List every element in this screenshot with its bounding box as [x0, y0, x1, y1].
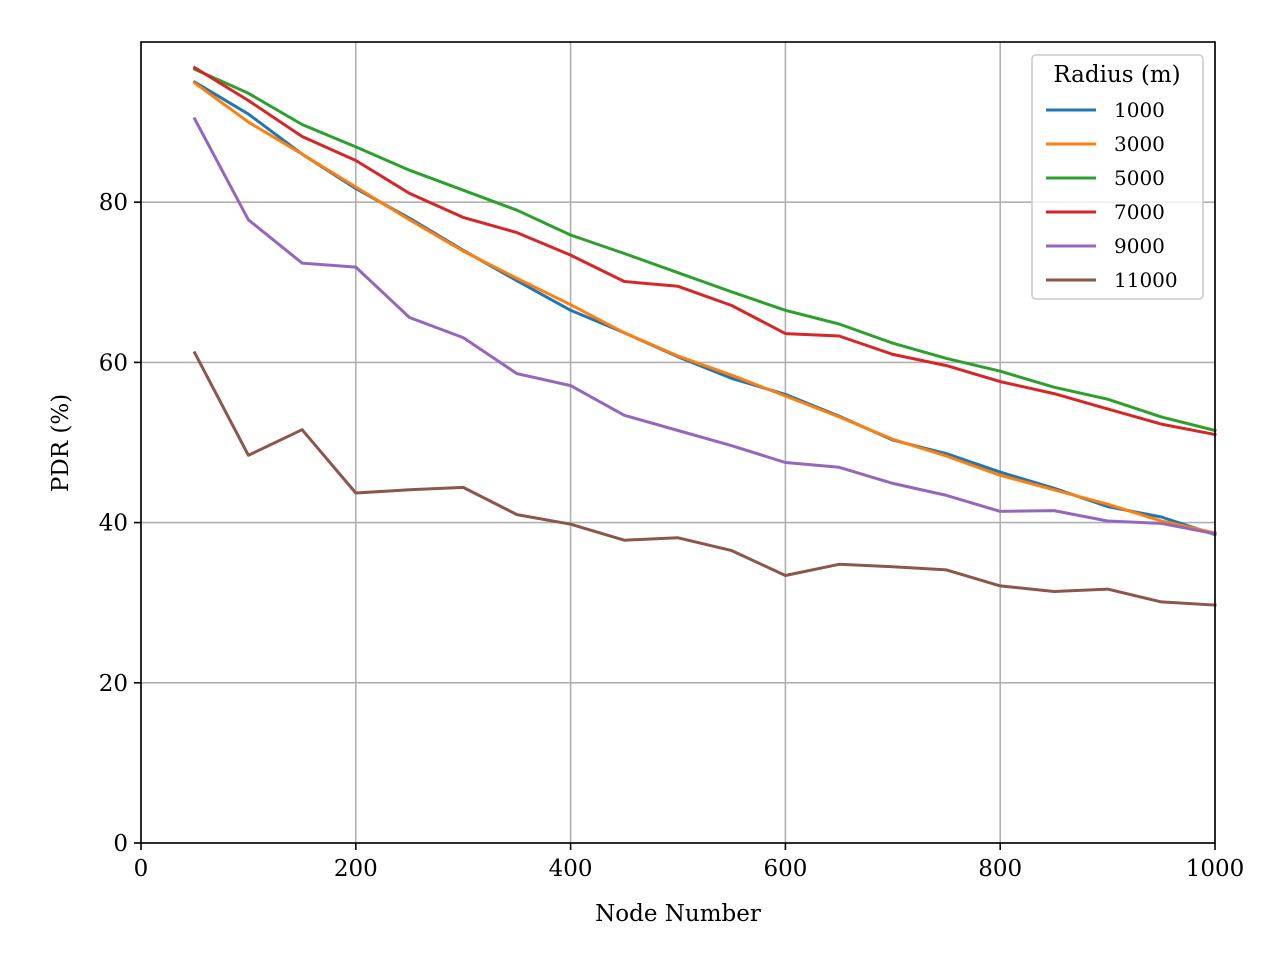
- ticks: 0 200 400 600 800 1000 0 20 40 60 80: [99, 190, 1245, 882]
- series-line-9000: [192, 116, 1217, 536]
- y-tick-label: 60: [99, 350, 128, 376]
- x-tick-label: 800: [978, 856, 1022, 882]
- y-tick-label: 80: [99, 190, 128, 216]
- legend-label-3000: 3000: [1114, 132, 1165, 156]
- series-line-11000: [192, 350, 1217, 607]
- legend-label-1000: 1000: [1114, 98, 1165, 122]
- x-tick-label: 200: [334, 856, 378, 882]
- series-line-7000: [192, 65, 1217, 437]
- legend-label-9000: 9000: [1114, 234, 1165, 258]
- y-axis-label: PDR (%): [48, 394, 74, 492]
- y-tick-label: 0: [113, 831, 128, 857]
- x-tick-label: 400: [549, 856, 593, 882]
- series-group: [192, 65, 1217, 607]
- y-tick-label: 20: [99, 671, 128, 697]
- y-tick-label: 40: [99, 511, 128, 537]
- x-tick-label: 0: [134, 856, 149, 882]
- legend-label-7000: 7000: [1114, 200, 1165, 224]
- legend: Radius (m) 1000 3000 5000 7000 9000 11000: [1031, 54, 1204, 300]
- legend-label-11000: 11000: [1114, 268, 1178, 292]
- x-tick-label: 600: [763, 856, 807, 882]
- legend-box: [1031, 54, 1204, 300]
- legend-title: Radius (m): [1053, 62, 1180, 88]
- plot-frame: [140, 41, 1216, 844]
- x-tick-label: 1000: [1186, 856, 1245, 882]
- legend-entries: 1000 3000 5000 7000 9000 11000: [1046, 98, 1178, 292]
- series-line-3000: [192, 80, 1217, 535]
- legend-label-5000: 5000: [1114, 166, 1165, 190]
- x-axis-label: Node Number: [595, 901, 761, 927]
- series-line-5000: [192, 67, 1217, 433]
